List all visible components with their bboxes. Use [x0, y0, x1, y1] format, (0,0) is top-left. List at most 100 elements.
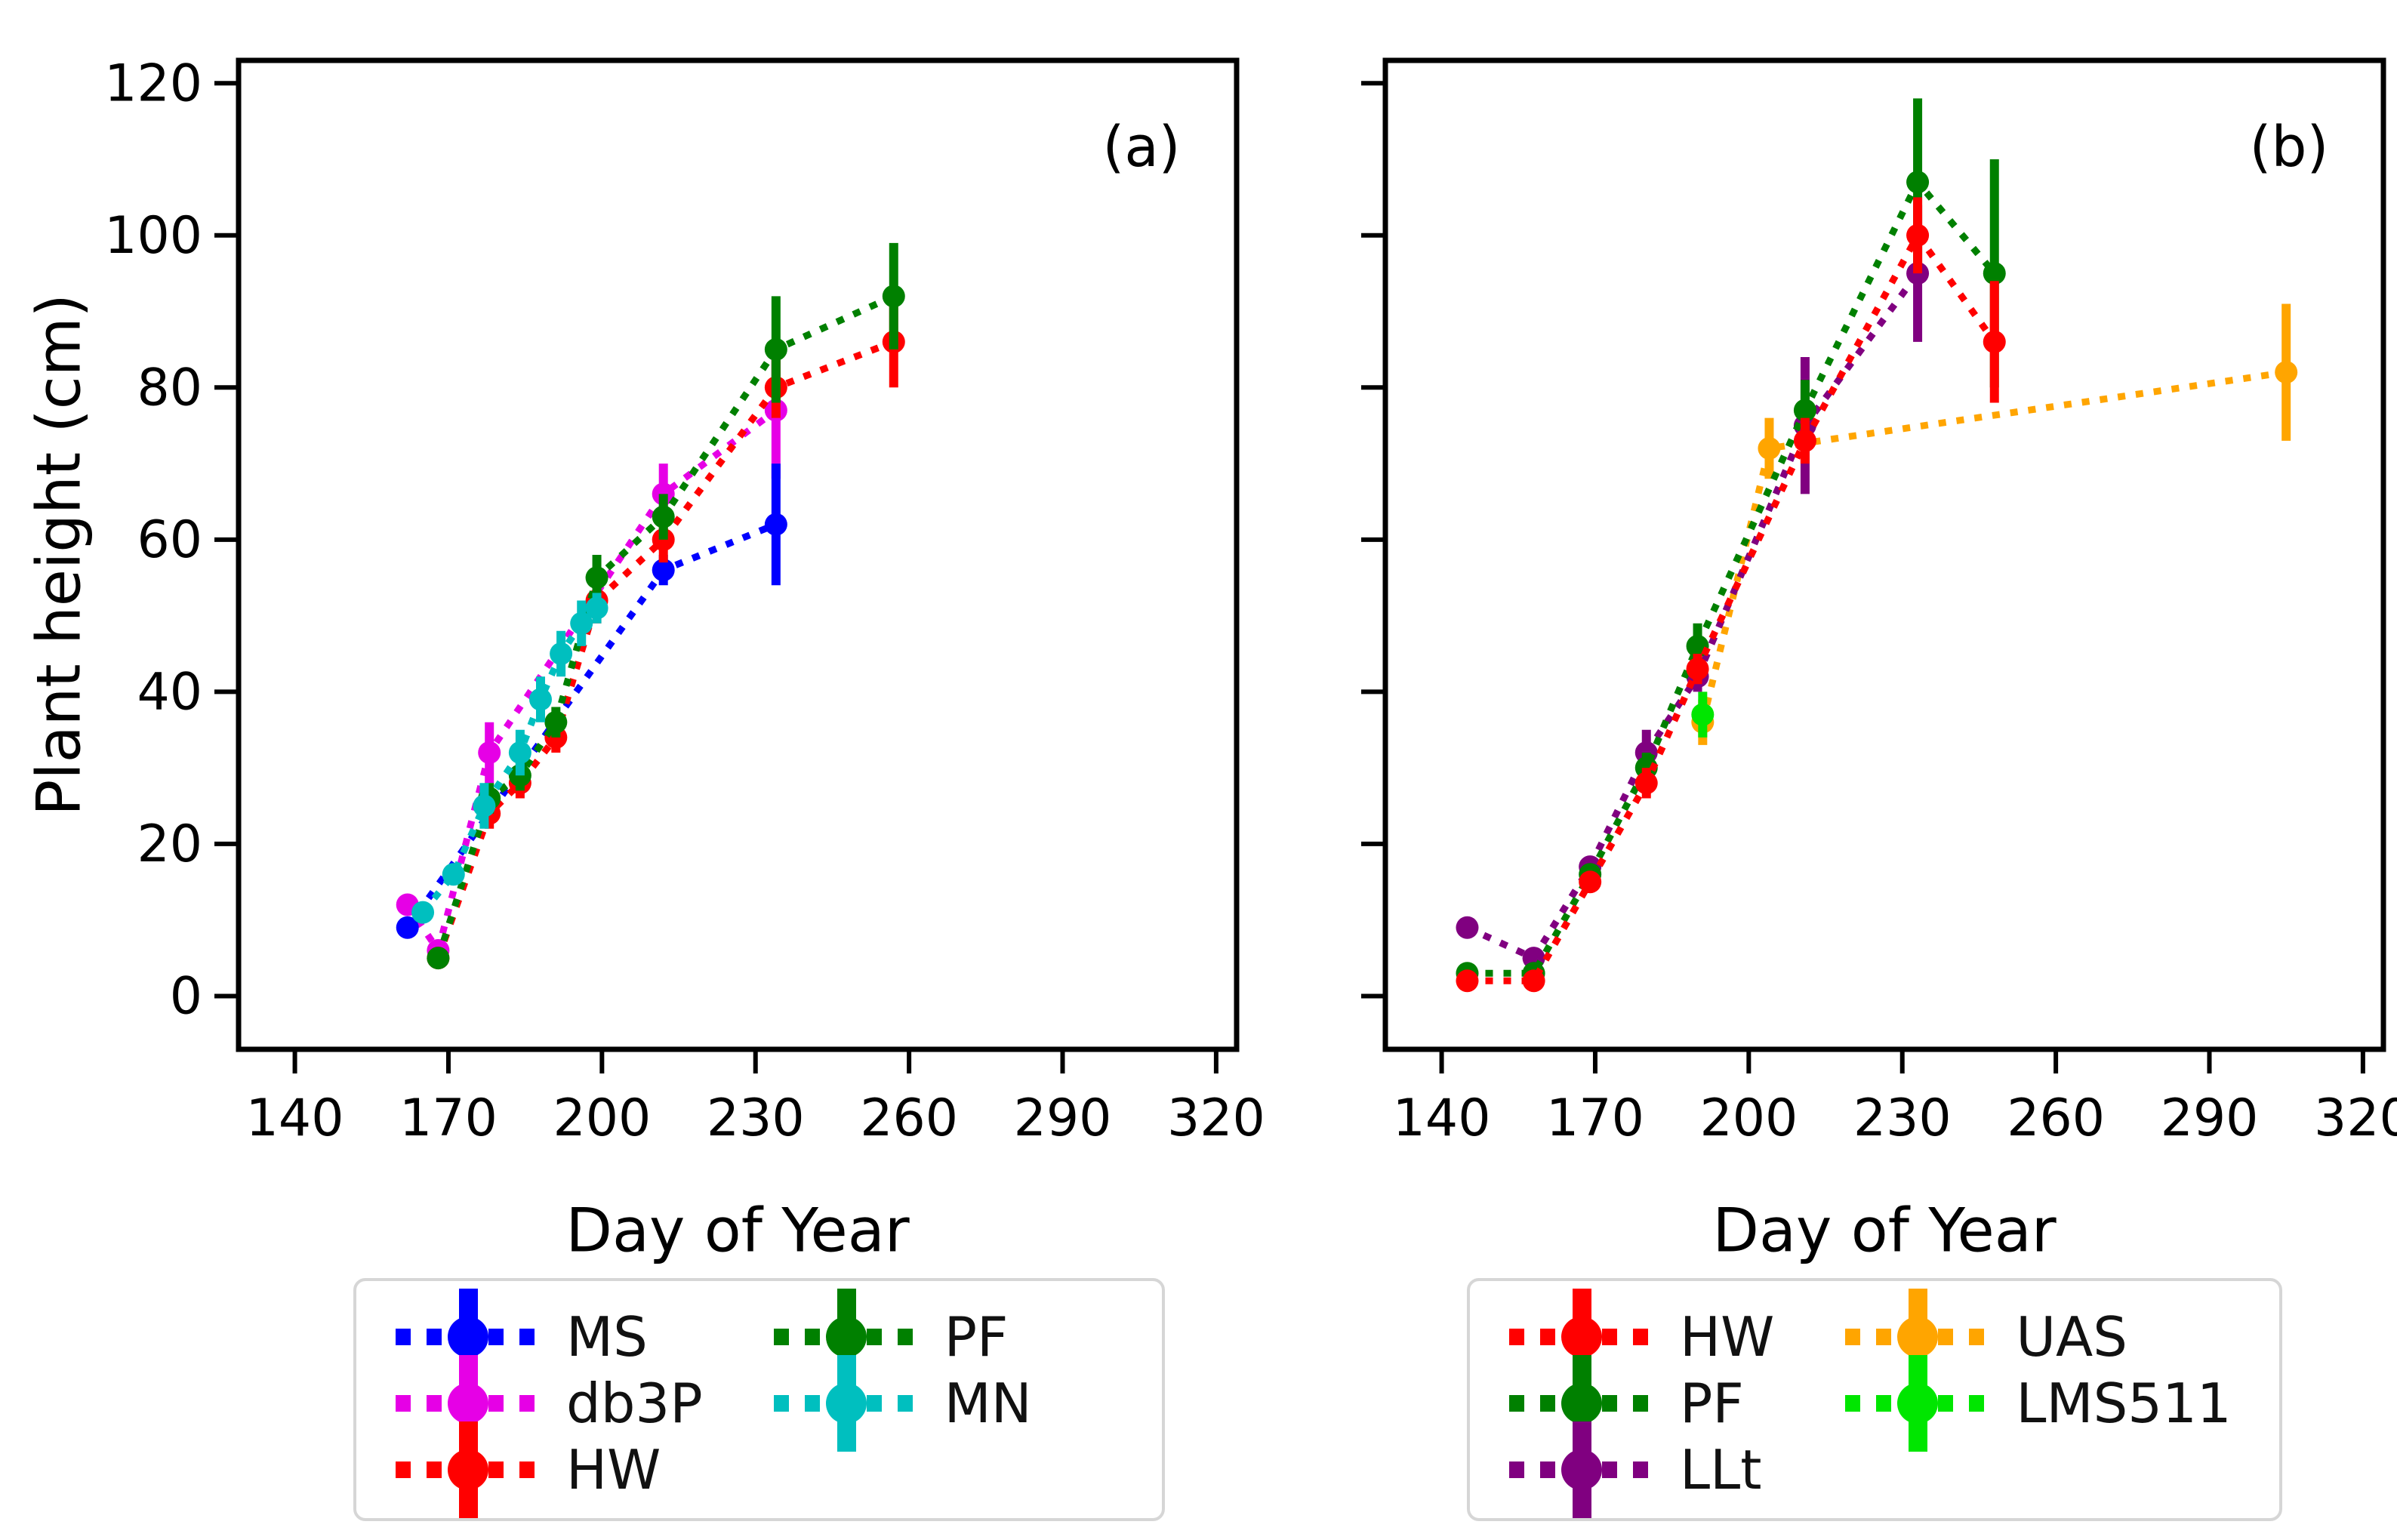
y-tick-label: 120	[104, 54, 202, 113]
data-point-HW	[1686, 658, 1709, 681]
data-point-MS	[764, 513, 787, 536]
data-point-MN	[550, 642, 573, 665]
data-point-PF	[652, 505, 675, 528]
series-PF	[1456, 98, 2006, 985]
x-tick-label: 200	[1699, 1089, 1798, 1148]
legend-marker-dot	[825, 1383, 867, 1424]
data-point-HW	[1793, 429, 1816, 452]
legend-entry-HW: HW	[393, 1421, 703, 1518]
data-point-HW	[1522, 969, 1545, 993]
data-point-PF	[882, 285, 905, 308]
data-point-HW	[1456, 969, 1479, 993]
legend-swatch-icon	[773, 1355, 919, 1452]
x-tick-label: 320	[1167, 1089, 1265, 1148]
data-point-HW	[1579, 870, 1602, 894]
legend-marker-dot	[1897, 1317, 1939, 1357]
legend-entry-LLt: LLt	[1506, 1421, 1774, 1518]
data-point-PF	[585, 566, 608, 590]
data-point-HW	[1983, 330, 2006, 353]
subplot-b: 140 170 200 230 260 290 320	[1361, 57, 2397, 1148]
y-tick-label: 0	[170, 967, 202, 1027]
legend-marker-dot	[1561, 1317, 1602, 1357]
legend-label-PF: PF	[1680, 1372, 1744, 1435]
x-tick-label: 290	[2161, 1089, 2259, 1148]
data-point-PF	[1793, 399, 1816, 422]
y-tick-label: 100	[104, 206, 202, 266]
legend-marker-dot	[448, 1449, 488, 1490]
legend-entry-MN: MN	[771, 1355, 1032, 1452]
x-tick-label: 230	[707, 1089, 805, 1148]
legend-marker-dot	[1561, 1449, 1602, 1490]
legend-marker-dot	[825, 1317, 867, 1357]
legend-label-HW: HW	[1680, 1305, 1775, 1369]
x-tick-label: 200	[553, 1089, 651, 1148]
y-tick-label: 60	[137, 510, 202, 570]
legend-label-MN: MN	[944, 1372, 1032, 1435]
x-tick-label: 320	[2314, 1089, 2397, 1148]
data-point-MS	[396, 916, 419, 939]
y-tick-label: 80	[137, 358, 202, 417]
y-axis-label: Plant height (cm)	[23, 294, 94, 816]
x-tick-label: 230	[1853, 1089, 1952, 1148]
data-point-UAS	[2275, 361, 2298, 384]
legend-panel-b: HW PF LLt UAS LMS511	[1467, 1278, 2282, 1521]
data-point-MN	[528, 688, 552, 711]
data-point-HW	[1634, 772, 1658, 795]
series-HW	[1456, 197, 2006, 993]
x-axis-label-a: Day of Year	[565, 1195, 910, 1266]
panel-label-b: (b)	[2249, 115, 2329, 180]
data-point-PF	[764, 337, 787, 361]
legend-swatch-icon	[1845, 1355, 1991, 1452]
data-point-LLt	[1456, 916, 1479, 939]
legend-entry-PF: PF	[771, 1289, 1032, 1385]
data-point-PF	[1983, 262, 2006, 285]
data-point-PF	[544, 710, 568, 734]
data-point-MN	[508, 741, 531, 764]
series-line-PF	[435, 293, 895, 959]
series-PF	[427, 242, 905, 970]
series-line-HW	[435, 338, 895, 959]
legend-swatch-icon	[396, 1355, 541, 1452]
legend-label-db3P: db3P	[566, 1372, 703, 1435]
panel-label-a: (a)	[1102, 115, 1181, 180]
legend-marker-dot	[448, 1317, 488, 1357]
x-tick-label: 140	[246, 1089, 344, 1148]
data-point-MN	[585, 596, 608, 620]
legend-label-PF: PF	[944, 1305, 1009, 1369]
x-tick-label: 170	[399, 1089, 498, 1148]
data-point-PF	[427, 947, 450, 970]
data-point-LMS511	[1691, 703, 1715, 726]
x-tick-label: 260	[860, 1089, 958, 1148]
legend-b-column-1: HW PF LLt	[1506, 1289, 1775, 1518]
legend-label-LLt: LLt	[1680, 1438, 1762, 1502]
data-point-MN	[411, 901, 435, 924]
legend-panel-a: MS db3P HW PF MN	[353, 1278, 1165, 1521]
data-point-MN	[570, 611, 593, 635]
legend-label-MS: MS	[566, 1305, 648, 1369]
data-point-MN	[442, 863, 465, 886]
legend-a-column-1: MS db3P HW	[393, 1289, 703, 1518]
series-line-HW	[1467, 229, 1998, 984]
legend-b-column-2: UAS LMS511	[1842, 1289, 2232, 1495]
legend-swatch-icon	[396, 1421, 541, 1518]
axes-box-a	[236, 57, 1240, 1052]
series-line-MN	[420, 605, 599, 915]
series-line-LLt	[1465, 271, 1921, 962]
data-point-UAS	[1758, 436, 1781, 460]
x-axis-label-b: Day of Year	[1712, 1195, 2057, 1266]
legend-marker-dot	[1897, 1383, 1939, 1424]
legend-a-column-2: PF MN	[771, 1289, 1032, 1495]
legend-swatch-icon	[1509, 1421, 1654, 1518]
series-HW	[427, 296, 905, 970]
x-tick-label: 140	[1393, 1089, 1491, 1148]
legend-entry-MS: MS	[393, 1289, 703, 1385]
legend-label-LMS511: LMS511	[2016, 1372, 2232, 1435]
x-tick-label: 170	[1546, 1089, 1644, 1148]
axes-box-b	[1382, 57, 2386, 1052]
x-tick-label: 290	[1014, 1089, 1112, 1148]
series-line-UAS	[1699, 368, 2287, 723]
subplot-a: 140 170 200 230 260 290 320 0 20 40 60 80 100 120	[104, 54, 1265, 1148]
data-point-PF	[1906, 171, 1930, 194]
